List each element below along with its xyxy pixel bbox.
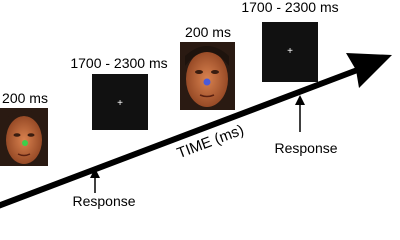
response-label: Response — [274, 140, 337, 156]
fixation-cross: + — [117, 98, 123, 109]
face-stimulus — [180, 42, 235, 110]
duration-label: 1700 - 2300 ms — [241, 0, 338, 15]
response-label: Response — [72, 193, 135, 209]
time-arrow-shaft — [0, 66, 362, 209]
face-stimulus — [0, 108, 48, 166]
time-arrow-head — [346, 53, 392, 88]
fixation-screen — [92, 74, 148, 130]
response-arrow-head — [90, 168, 100, 178]
duration-label: 200 ms — [185, 24, 231, 40]
duration-label: 1700 - 2300 ms — [70, 55, 167, 71]
fixation-screen — [262, 22, 318, 82]
response-arrow-head — [295, 95, 305, 105]
diagram: TIME (ms) 200 ms 1700 - 2300 ms + 200 ms… — [0, 0, 392, 209]
duration-label: 200 ms — [2, 90, 48, 106]
fixation-cross: + — [287, 46, 293, 57]
page: {"trials": [ {"duration": "200 ms", "sti… — [0, 0, 392, 209]
